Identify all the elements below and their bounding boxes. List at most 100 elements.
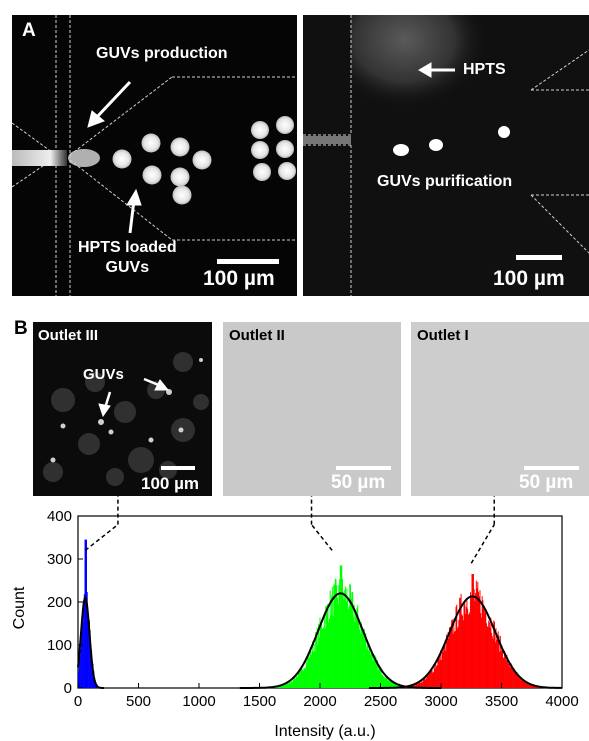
histogram-bar bbox=[85, 539, 87, 688]
histogram-bar bbox=[310, 647, 312, 688]
histogram-bar bbox=[443, 644, 445, 688]
histogram-bar bbox=[523, 681, 525, 688]
histogram-bar bbox=[288, 683, 290, 688]
histogram-bar bbox=[380, 667, 382, 688]
histogram-bar bbox=[515, 672, 517, 688]
histogram-bar bbox=[461, 614, 463, 688]
histogram-bar bbox=[331, 586, 333, 688]
histogram-bar bbox=[481, 596, 483, 688]
histogram-bar bbox=[524, 681, 526, 688]
histogram-bar bbox=[520, 677, 522, 688]
histogram-bar bbox=[86, 592, 88, 688]
histogram-bar bbox=[414, 685, 416, 688]
histogram-bar bbox=[397, 684, 399, 688]
histogram-bar bbox=[388, 680, 390, 688]
histogram-bar bbox=[293, 679, 295, 688]
histogram-bar bbox=[463, 604, 465, 688]
histogram-bar bbox=[374, 655, 376, 688]
histogram-bar bbox=[289, 681, 291, 688]
histogram-bar bbox=[340, 565, 342, 688]
histogram-bar bbox=[392, 682, 394, 688]
y-axis-label: Count bbox=[11, 586, 28, 629]
histogram-bar bbox=[428, 674, 430, 688]
histogram-bar bbox=[454, 630, 456, 688]
histogram-bar bbox=[280, 685, 282, 688]
histogram-bar bbox=[528, 684, 530, 688]
histogram-bar bbox=[371, 650, 373, 688]
annotation-hpts-loaded-line1: HPTS loaded bbox=[78, 239, 177, 256]
outlet-ii-title: Outlet II bbox=[229, 327, 285, 344]
histogram-bar bbox=[339, 565, 341, 688]
connector-line-2 bbox=[310, 524, 333, 551]
y-tick-label: 400 bbox=[47, 508, 72, 525]
histogram-bar bbox=[478, 591, 480, 688]
histogram-bar bbox=[464, 613, 466, 688]
histogram-bar bbox=[529, 684, 531, 688]
histogram-bar bbox=[337, 603, 339, 688]
histogram-bar bbox=[356, 607, 358, 688]
annotation-guvs-purification: GUVs purification bbox=[377, 173, 513, 190]
histogram-bar bbox=[462, 615, 464, 688]
histogram-bar bbox=[426, 675, 428, 688]
histogram-bar bbox=[480, 617, 482, 688]
histogram-bar bbox=[353, 604, 355, 688]
histogram-bar bbox=[317, 644, 319, 688]
histogram-bar bbox=[415, 684, 417, 688]
histogram-bar bbox=[437, 659, 439, 688]
histogram-bar bbox=[369, 652, 371, 688]
histogram-bar bbox=[533, 685, 535, 688]
histogram-bar bbox=[511, 664, 513, 688]
histogram-bar bbox=[290, 681, 292, 688]
histogram-bar bbox=[458, 619, 460, 688]
histogram-bar bbox=[430, 670, 432, 688]
panel-a-left-micrograph: GUVs production HPTS loaded GUVs 100 µm bbox=[12, 15, 297, 296]
histogram-bar bbox=[350, 598, 352, 688]
histogram-bar bbox=[359, 624, 361, 688]
histogram-bar bbox=[83, 600, 85, 688]
histogram-bar bbox=[465, 606, 467, 688]
histogram-bar bbox=[383, 676, 385, 688]
histogram-bar bbox=[79, 655, 81, 688]
scale-bar-right bbox=[516, 255, 562, 260]
histogram-bar bbox=[527, 684, 529, 688]
outlet-iii-title: Outlet III bbox=[38, 327, 98, 344]
histogram-bar bbox=[446, 640, 448, 688]
histogram-bar bbox=[387, 679, 389, 688]
histogram-bar bbox=[530, 684, 532, 688]
scale-text-left: 100 µm bbox=[203, 267, 275, 290]
histogram-bar bbox=[81, 624, 83, 688]
histogram-bar bbox=[507, 656, 509, 688]
x-tick-label: 4000 bbox=[545, 693, 578, 710]
histogram-bar bbox=[302, 671, 304, 688]
histogram-bar bbox=[432, 672, 434, 688]
histogram-bar bbox=[352, 592, 354, 688]
axis-ticks: 0 500 1000 1500 2000 2500 3000 3500 4000 0 100 200 3… bbox=[47, 508, 579, 710]
outlet-iii-guvs-label: GUVs bbox=[83, 366, 124, 383]
histogram-bar bbox=[87, 617, 89, 688]
histogram-bar bbox=[357, 619, 359, 688]
histogram-bar bbox=[285, 684, 287, 688]
histogram-bar bbox=[323, 627, 325, 688]
histogram-bar bbox=[395, 684, 397, 688]
histogram-bar bbox=[510, 663, 512, 688]
histogram-bar bbox=[300, 667, 302, 688]
histogram-bar bbox=[360, 633, 362, 688]
histogram-bar bbox=[324, 628, 326, 688]
histogram-bar bbox=[516, 672, 518, 688]
histogram-bar bbox=[518, 676, 520, 688]
histogram-bar bbox=[373, 653, 375, 688]
histogram-bar bbox=[436, 665, 438, 688]
histogram-bar bbox=[492, 638, 494, 688]
outlet-iii-scale-bar bbox=[161, 466, 195, 470]
histogram-bar bbox=[310, 654, 312, 688]
histogram-bar bbox=[84, 539, 86, 688]
fit-curve-3 bbox=[369, 595, 563, 689]
histogram-bar bbox=[435, 666, 437, 688]
histogram-bar bbox=[350, 584, 352, 688]
histogram-bar bbox=[445, 650, 447, 688]
outlet-i-scale-text: 50 µm bbox=[519, 472, 574, 493]
histogram-bar bbox=[375, 657, 377, 688]
histogram-bar bbox=[471, 574, 473, 688]
outlet-ii-scale-text: 50 µm bbox=[331, 472, 386, 493]
histogram-bar bbox=[301, 667, 303, 688]
